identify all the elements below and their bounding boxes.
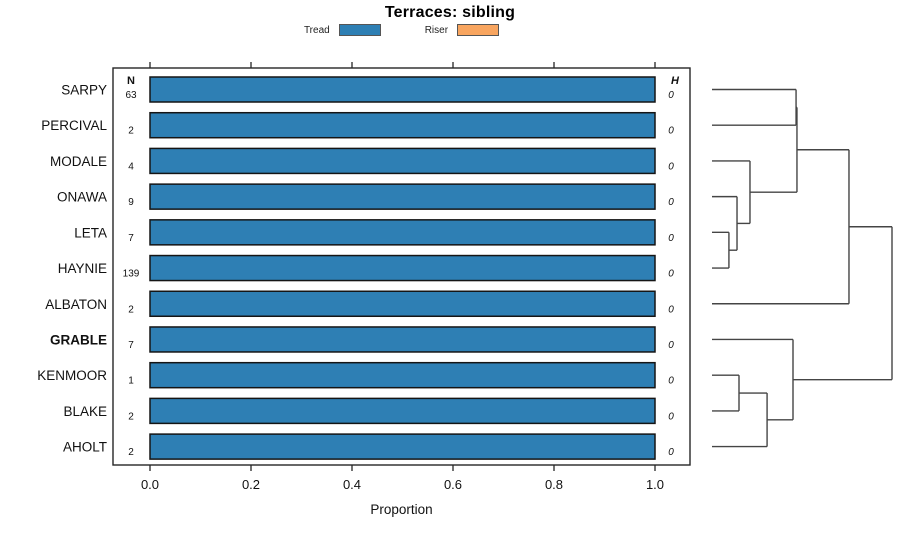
- category-label: AHOLT: [63, 440, 107, 455]
- h-value: 0: [668, 161, 674, 172]
- n-value: 2: [128, 447, 134, 458]
- bar-segment-tread: [149, 183, 656, 210]
- n-value: 4: [128, 161, 134, 172]
- n-value: 1: [128, 376, 134, 387]
- chart-title: Terraces: sibling: [384, 4, 516, 21]
- h-value: 0: [668, 376, 674, 387]
- x-tick-label: 0.8: [545, 477, 563, 492]
- n-value: 2: [128, 411, 134, 422]
- h-value: 0: [668, 304, 674, 315]
- bar-segment-tread: [149, 219, 656, 246]
- n-value: 139: [123, 269, 140, 280]
- category-label: GRABLE: [50, 332, 107, 347]
- h-value: 0: [668, 197, 674, 208]
- category-label: SARPY: [61, 83, 107, 98]
- n-value: 2: [128, 304, 134, 315]
- category-label: PERCIVAL: [41, 118, 107, 133]
- h-value: 0: [668, 411, 674, 422]
- bar-segment-tread: [149, 397, 656, 425]
- x-tick-label: 0.0: [141, 477, 159, 492]
- n-value: 9: [128, 197, 134, 208]
- category-label: BLAKE: [63, 404, 107, 419]
- category-label: ONAWA: [57, 190, 107, 205]
- category-label: ALBATON: [45, 297, 107, 312]
- h-value: 0: [668, 90, 674, 101]
- n-value: 63: [125, 90, 137, 101]
- bar-segment-tread: [149, 254, 656, 282]
- x-tick-label: 0.2: [242, 477, 260, 492]
- category-label: MODALE: [50, 154, 107, 169]
- x-tick-label: 0.6: [444, 477, 462, 492]
- legend-label-tread: Tread: [303, 24, 330, 36]
- x-tick-label: 1.0: [646, 477, 664, 492]
- legend-item-tread: Tread: [304, 24, 381, 36]
- legend-label-riser: Riser: [424, 24, 449, 36]
- h-value: 0: [668, 126, 674, 137]
- h-value: 0: [668, 269, 674, 280]
- bar-segment-tread: [149, 433, 656, 460]
- category-label: HAYNIE: [58, 261, 107, 276]
- legend-swatch-tread: [338, 24, 381, 36]
- bar-segment-tread: [149, 76, 656, 103]
- n-value: 7: [128, 340, 134, 351]
- category-label: LETA: [74, 225, 107, 240]
- legend-swatch-riser: [457, 24, 500, 36]
- x-axis-title: Proportion: [370, 502, 432, 517]
- x-tick-label: 0.4: [343, 477, 361, 492]
- legend-item-riser: Riser: [424, 24, 500, 36]
- category-label: KENMOOR: [37, 368, 107, 383]
- bar-segment-tread: [149, 361, 656, 389]
- bar-segment-tread: [149, 290, 656, 318]
- plot-box: [112, 67, 691, 466]
- bar-segment-tread: [149, 326, 656, 353]
- h-value: 0: [668, 447, 674, 458]
- h-value: 0: [668, 233, 674, 244]
- h-value: 0: [668, 340, 674, 351]
- legend: Tread Riser: [113, 24, 690, 36]
- bar-segment-tread: [149, 111, 656, 139]
- bar-segment-tread: [149, 147, 656, 175]
- h-column-header: H: [671, 75, 680, 87]
- n-value: 2: [128, 126, 134, 137]
- n-column-header: N: [127, 75, 135, 87]
- n-value: 7: [128, 233, 134, 244]
